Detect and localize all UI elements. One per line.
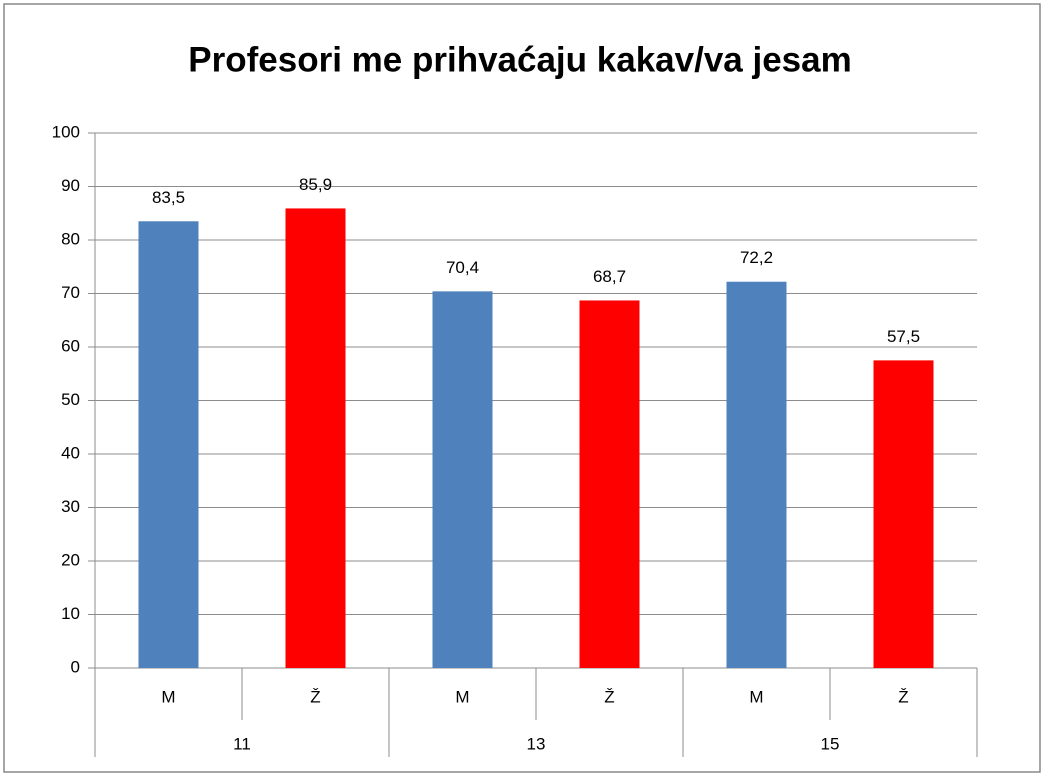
group-label: 13 [527,734,546,753]
bar [432,291,493,668]
y-tick-label: 100 [52,122,80,141]
x-tick-label: Ž [604,687,614,706]
bar [726,281,787,668]
bar [138,221,199,668]
bar [579,300,640,668]
y-tick-label: 10 [61,604,80,623]
x-tick-label: Ž [898,687,908,706]
group-label: 15 [821,734,840,753]
y-tick-label: 80 [61,229,80,248]
value-label: 68,7 [593,267,626,286]
value-label: 72,2 [740,248,773,267]
value-label: 85,9 [299,175,332,194]
y-tick-label: 40 [61,443,80,462]
bar [285,208,346,668]
x-tick-label: M [161,687,175,706]
x-tick-label: M [455,687,469,706]
y-tick-label: 30 [61,497,80,516]
y-tick-label: 90 [61,176,80,195]
value-label: 83,5 [152,188,185,207]
y-tick-label: 70 [61,283,80,302]
group-label: 11 [233,734,251,753]
y-tick-label: 0 [71,657,80,676]
y-tick-label: 60 [61,336,80,355]
chart-title: Profesori me prihvaćaju kakav/va jesam [188,40,851,79]
value-label: 70,4 [446,258,479,277]
bar [873,360,934,668]
x-tick-label: Ž [310,687,320,706]
y-tick-label: 20 [61,550,80,569]
value-label: 57,5 [887,327,920,346]
y-tick-label: 50 [61,390,80,409]
x-tick-label: M [749,687,763,706]
